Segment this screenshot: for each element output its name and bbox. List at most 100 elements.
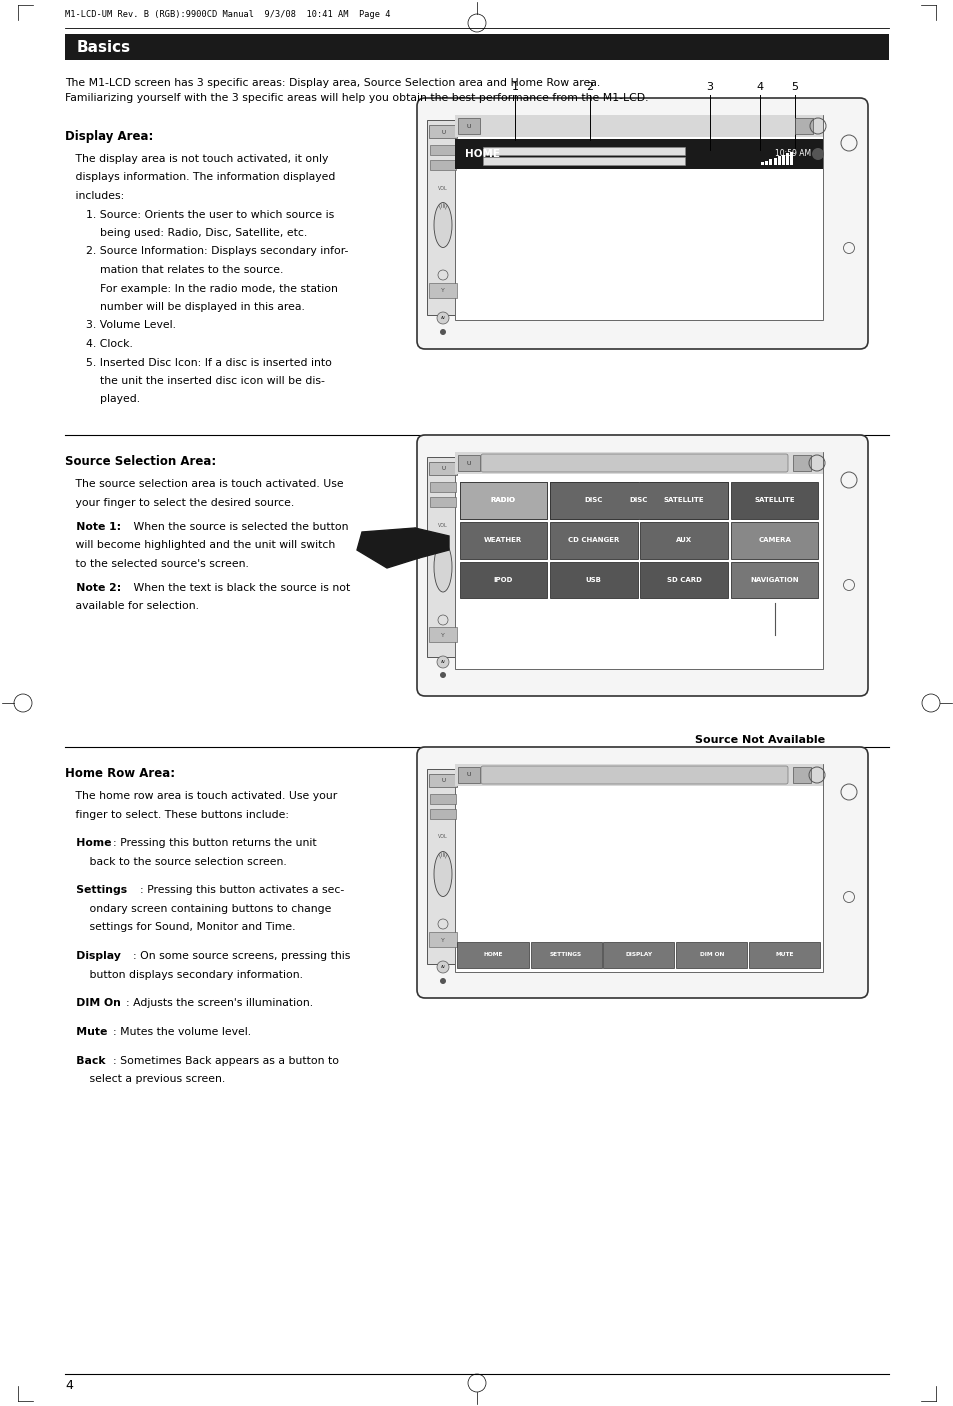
Text: HOME: HOME (464, 149, 499, 159)
Text: Y: Y (440, 633, 444, 637)
Bar (427, 769, 458, 965)
Bar (777, 156, 780, 165)
Bar (773, 157, 776, 165)
Text: U: U (466, 772, 471, 778)
Text: played.: played. (65, 395, 140, 405)
Bar (676, 942, 747, 967)
Text: Display Area:: Display Area: (65, 129, 153, 143)
Text: VOL: VOL (437, 523, 447, 527)
Bar (430, 794, 456, 804)
Circle shape (439, 979, 446, 984)
Text: available for selection.: available for selection. (65, 602, 199, 612)
Bar (792, 768, 810, 783)
Text: HOME: HOME (483, 952, 502, 957)
Bar (781, 155, 784, 165)
Text: U: U (466, 124, 471, 128)
Text: Home Row Area:: Home Row Area: (65, 768, 175, 780)
Bar (794, 118, 812, 134)
Bar (457, 768, 479, 783)
Bar (785, 153, 788, 165)
Bar (760, 162, 763, 165)
Text: Y: Y (440, 938, 444, 942)
Text: DIM ON: DIM ON (700, 952, 723, 957)
Text: settings for Sound, Monitor and Time.: settings for Sound, Monitor and Time. (65, 922, 295, 932)
Text: : Pressing this button returns the unit: : Pressing this button returns the unit (112, 838, 315, 848)
Text: 5: 5 (791, 82, 798, 91)
Polygon shape (415, 529, 449, 558)
Bar (459, 522, 546, 558)
Bar (455, 763, 822, 786)
Text: The home row area is touch activated. Use your: The home row area is touch activated. Us… (65, 792, 337, 801)
Text: Basics: Basics (77, 39, 131, 55)
Bar (429, 283, 456, 298)
Text: When the text is black the source is not: When the text is black the source is not (130, 582, 350, 592)
Bar (639, 561, 727, 599)
Text: being used: Radio, Disc, Satellite, etc.: being used: Radio, Disc, Satellite, etc. (65, 228, 307, 238)
Text: RADIO: RADIO (490, 496, 516, 503)
Text: IPOD: IPOD (493, 576, 513, 583)
FancyBboxPatch shape (480, 454, 787, 472)
Text: button displays secondary information.: button displays secondary information. (65, 970, 303, 980)
Text: : Adjusts the screen's illumination.: : Adjusts the screen's illumination. (126, 998, 313, 1008)
Text: Source Selection Area:: Source Selection Area: (65, 456, 216, 468)
Bar (430, 496, 456, 508)
Text: AV: AV (440, 965, 445, 969)
Text: NAVIGATION: NAVIGATION (750, 576, 799, 583)
Text: AV: AV (440, 316, 445, 321)
Bar (455, 115, 822, 321)
Bar (457, 118, 479, 134)
Text: select a previous screen.: select a previous screen. (65, 1074, 225, 1084)
Bar (65, 34, 888, 60)
Text: The source selection area is touch activated. Use: The source selection area is touch activ… (65, 479, 343, 489)
Text: Back: Back (65, 1056, 106, 1066)
Text: AUX: AUX (676, 537, 692, 543)
Ellipse shape (434, 541, 452, 592)
Bar (429, 773, 456, 787)
Bar (429, 932, 456, 948)
Bar (427, 120, 458, 315)
Bar (482, 157, 684, 165)
Circle shape (436, 312, 449, 323)
Bar (459, 561, 546, 599)
Bar (455, 115, 822, 136)
Text: 4: 4 (65, 1379, 72, 1392)
Bar (730, 522, 818, 558)
Circle shape (436, 657, 449, 668)
FancyBboxPatch shape (416, 434, 867, 696)
Bar (455, 451, 822, 669)
Bar (457, 456, 479, 471)
Text: U: U (466, 461, 471, 465)
Text: The M1-LCD screen has 3 specific areas: Display area, Source Selection area and : The M1-LCD screen has 3 specific areas: … (65, 77, 648, 103)
Bar (459, 481, 546, 519)
Bar (639, 522, 727, 558)
Bar (430, 808, 456, 820)
Text: VOL: VOL (437, 835, 447, 839)
Text: 5. Inserted Disc Icon: If a disc is inserted into: 5. Inserted Disc Icon: If a disc is inse… (65, 357, 332, 367)
Bar (455, 139, 822, 169)
Bar (459, 481, 546, 519)
Text: back to the source selection screen.: back to the source selection screen. (65, 856, 287, 866)
Text: M1-LCD-UM Rev. B (RGB):9900CD Manual  9/3/08  10:41 AM  Page 4: M1-LCD-UM Rev. B (RGB):9900CD Manual 9/3… (65, 10, 390, 20)
Bar (764, 160, 767, 165)
Text: to the selected source's screen.: to the selected source's screen. (65, 558, 249, 568)
Text: CD CHANGER: CD CHANGER (567, 537, 618, 543)
Text: DISC: DISC (584, 496, 602, 503)
Circle shape (439, 329, 446, 335)
Text: 1. Source: Orients the user to which source is: 1. Source: Orients the user to which sou… (65, 209, 334, 219)
Bar (455, 763, 822, 972)
Text: mation that relates to the source.: mation that relates to the source. (65, 264, 283, 276)
Circle shape (439, 672, 446, 678)
Text: displays information. The information displayed: displays information. The information di… (65, 173, 335, 183)
Text: 2. Source Information: Displays secondary infor-: 2. Source Information: Displays secondar… (65, 246, 348, 256)
Text: includes:: includes: (65, 191, 124, 201)
Text: 3: 3 (706, 82, 713, 91)
Text: When the source is selected the button: When the source is selected the button (130, 522, 348, 531)
Text: will become highlighted and the unit will switch: will become highlighted and the unit wil… (65, 540, 335, 550)
Bar (457, 942, 528, 967)
Text: MUTE: MUTE (775, 952, 794, 957)
Text: DIM On: DIM On (65, 998, 121, 1008)
Text: U: U (440, 779, 444, 783)
Text: The display area is not touch activated, it only: The display area is not touch activated,… (65, 155, 328, 165)
Bar (749, 942, 820, 967)
Ellipse shape (434, 852, 452, 897)
